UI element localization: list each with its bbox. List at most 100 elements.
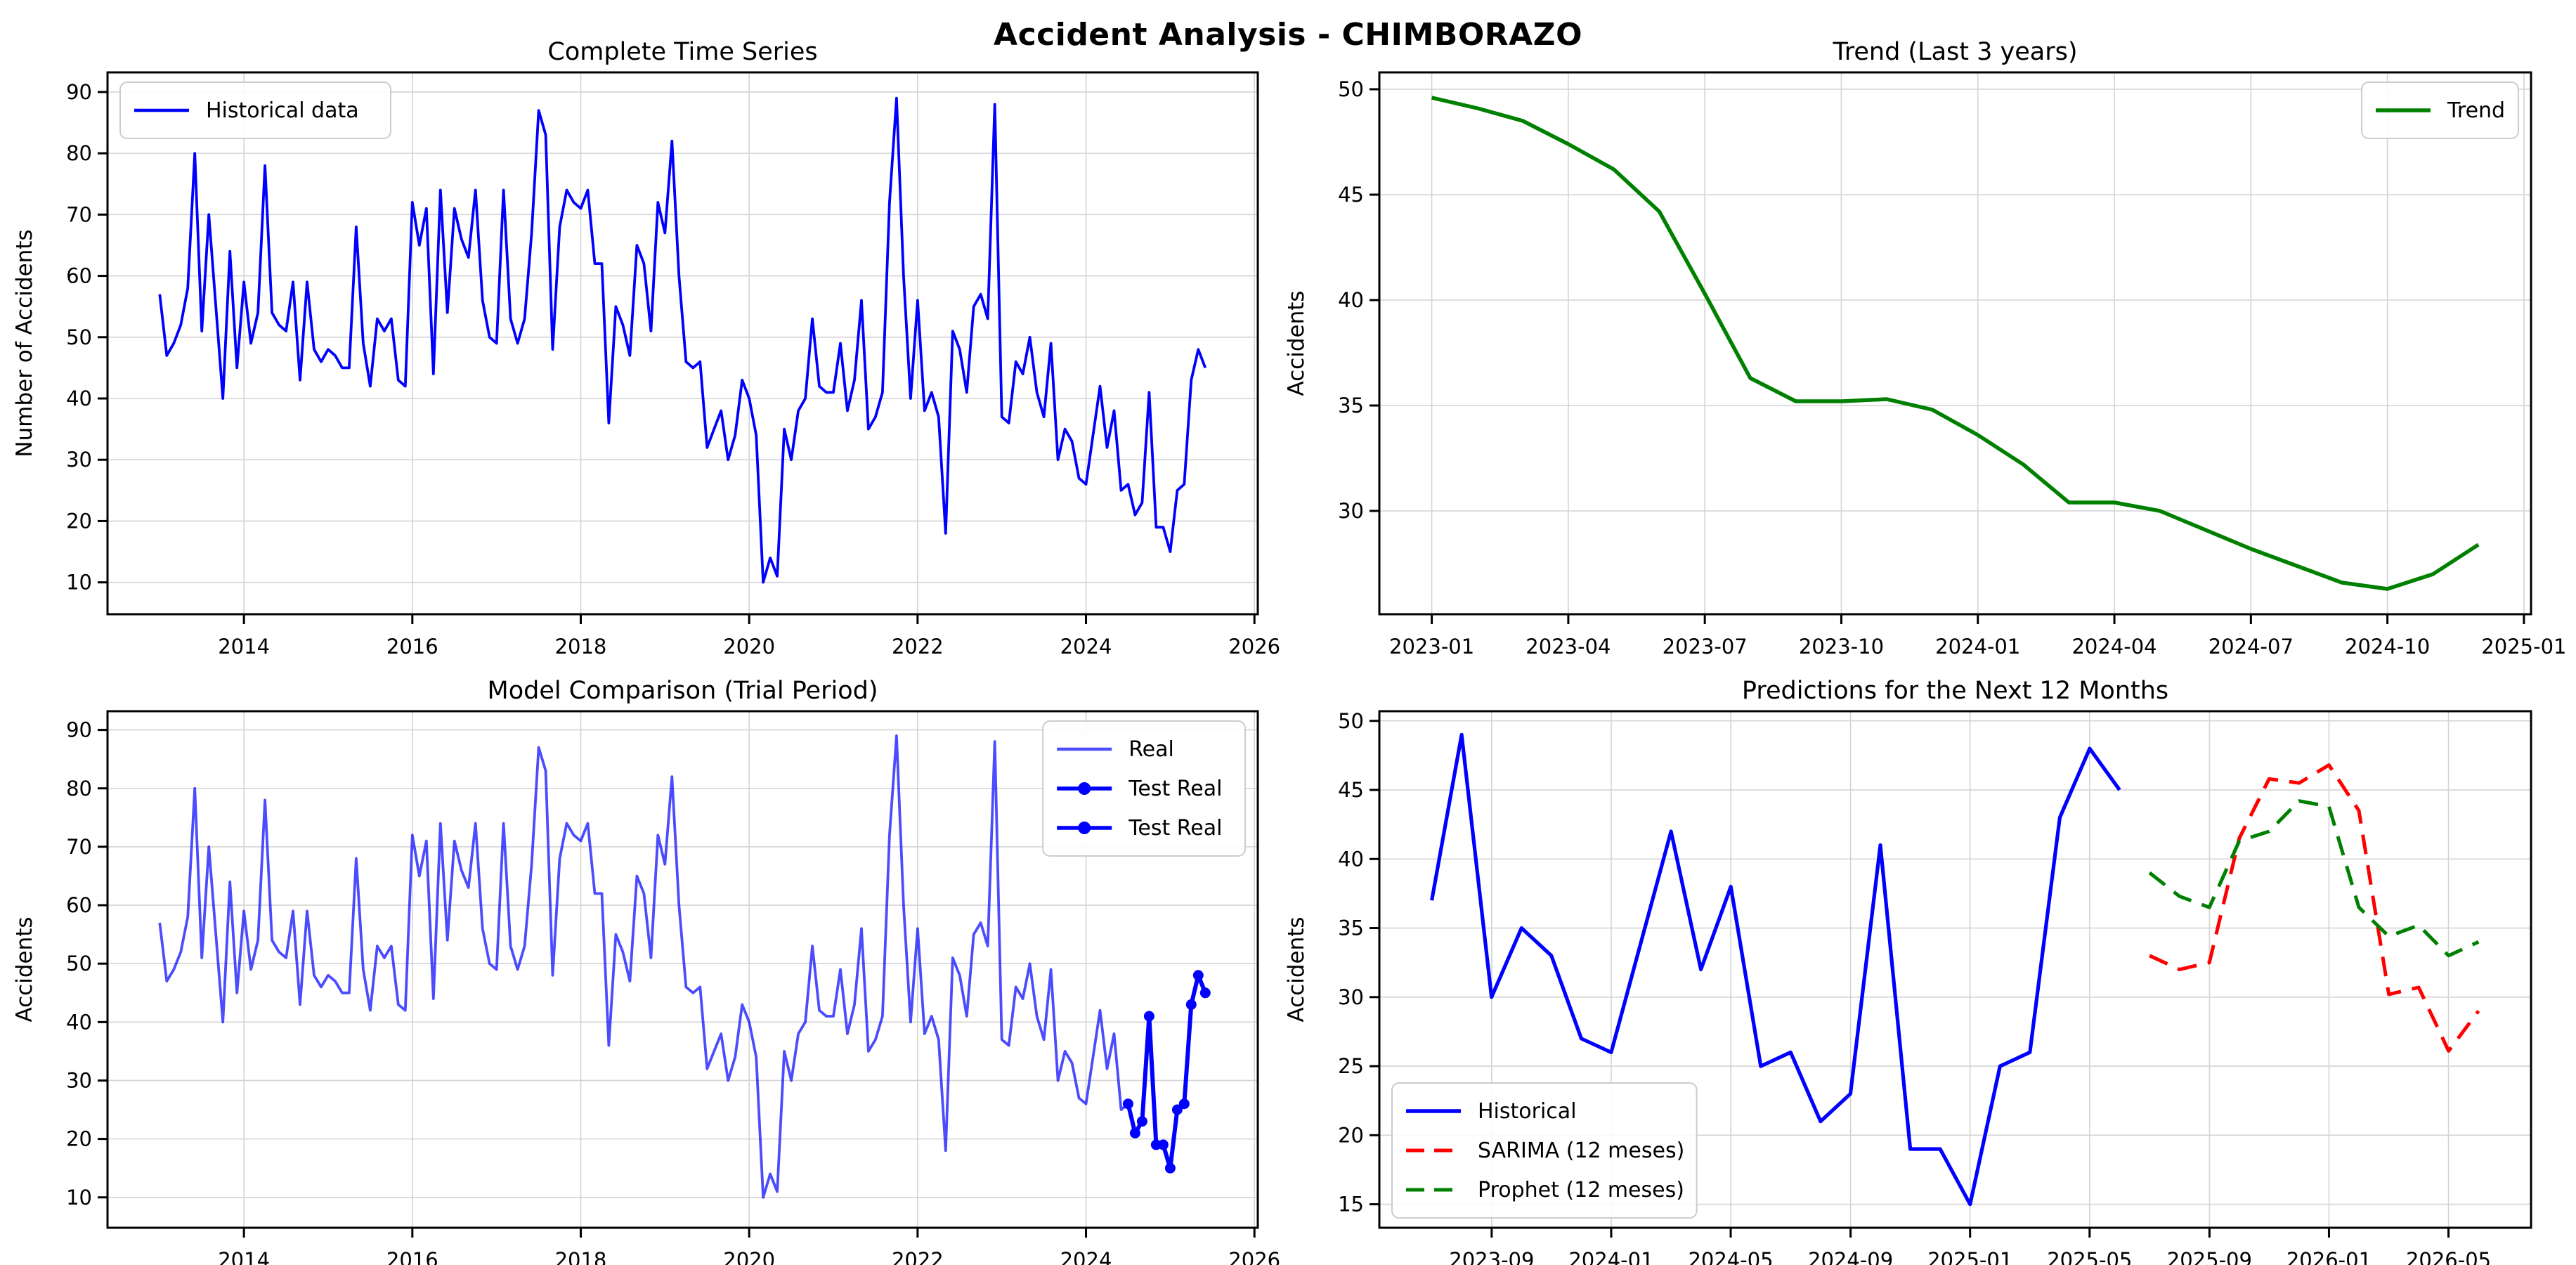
y-tick-label: 10	[66, 1186, 92, 1209]
legend-swatch-marker	[1078, 822, 1091, 834]
x-tick-label: 2026-05	[2406, 1248, 2491, 1265]
legend-box	[2361, 82, 2519, 139]
legend-label: Test Real	[1128, 777, 1222, 801]
x-tick-label: 2026	[1228, 635, 1280, 659]
y-tick-label: 40	[66, 1010, 92, 1034]
legend-label: Historical data	[206, 98, 359, 123]
y-tick-label: 30	[1338, 985, 1364, 1009]
data-point-marker	[1157, 1139, 1169, 1150]
x-tick-label: 2023-07	[1663, 635, 1748, 659]
y-tick-label: 50	[1338, 77, 1364, 101]
y-tick-label: 70	[66, 835, 92, 859]
x-tick-label: 2025-01	[2481, 635, 2566, 659]
x-tick-label: 2020	[723, 1248, 775, 1265]
chart-title: Predictions for the Next 12 Months	[1742, 677, 2168, 705]
y-tick-label: 30	[66, 448, 92, 472]
y-tick-label: 40	[1338, 847, 1364, 871]
x-tick-label: 2020	[723, 635, 775, 659]
legend-box	[1042, 720, 1246, 857]
series-line-real	[158, 734, 1207, 1199]
x-tick-label: 2014	[218, 635, 270, 659]
y-tick-label: 20	[1338, 1123, 1364, 1147]
legend-label: Trend	[2447, 98, 2505, 123]
y-tick-label: 20	[66, 509, 92, 533]
y-axis-label: Accidents	[1284, 916, 1309, 1022]
legend-label: Prophet (12 meses)	[1478, 1178, 1684, 1202]
x-tick-label: 2026	[1228, 1248, 1280, 1265]
y-tick-label: 30	[66, 1068, 92, 1092]
chart-complete-time-series: 2014 2016 2018 2020 2022 2024 2026 10 20 30 40 50 60…	[12, 38, 1280, 659]
y-tick-label: 20	[66, 1127, 92, 1151]
data-point-marker	[1192, 970, 1204, 981]
x-tick-label: 2023-09	[1449, 1248, 1534, 1265]
y-tick-label: 80	[66, 777, 92, 800]
legend-label: Test Real	[1128, 816, 1222, 841]
x-tick-label: 2024	[1060, 1248, 1112, 1265]
series-line-sarima-12-meses	[2149, 763, 2480, 1053]
y-tick-label: 10	[66, 571, 92, 595]
x-tick-label: 2023-04	[1526, 635, 1611, 659]
y-tick-label: 60	[66, 264, 92, 288]
y-tick-label: 50	[66, 952, 92, 975]
x-tick-label: 2024-05	[1688, 1248, 1773, 1265]
y-tick-label: 80	[66, 141, 92, 165]
axes-frame	[106, 710, 1259, 1229]
axes-frame	[1378, 710, 2532, 1229]
chart-title: Trend (Last 3 years)	[1833, 38, 2078, 66]
y-axis-label: Accidents	[12, 916, 37, 1022]
legend-label: SARIMA (12 meses)	[1478, 1138, 1684, 1163]
x-tick-label: 2024-09	[1808, 1248, 1893, 1265]
x-tick-label: 2025-09	[2167, 1248, 2252, 1265]
y-tick-label: 35	[1338, 394, 1364, 417]
y-tick-label: 15	[1338, 1193, 1364, 1217]
x-tick-label: 2025-05	[2047, 1248, 2132, 1265]
chart-predictions-next-12-months: 2023-09 2024-01 2024-05 2024-09 2025-01 2025-…	[1284, 677, 2532, 1265]
y-tick-label: 30	[1338, 499, 1364, 523]
figure-title: Accident Analysis - CHIMBORAZO	[994, 17, 1582, 53]
y-tick-label: 90	[66, 718, 92, 742]
x-tick-label: 2024-04	[2071, 635, 2157, 659]
y-tick-label: 40	[66, 387, 92, 410]
data-point-marker	[1171, 1104, 1183, 1115]
x-tick-label: 2024-10	[2345, 635, 2430, 659]
y-tick-label: 70	[66, 202, 92, 226]
legend: Historical data	[119, 82, 391, 139]
series-line-historical	[1430, 732, 2121, 1207]
x-tick-label: 2023-10	[1799, 635, 1884, 659]
x-tick-label: 2023-01	[1389, 635, 1474, 659]
x-tick-label: 2025-01	[1927, 1248, 2012, 1265]
legend: Trend	[2361, 82, 2519, 139]
data-point-marker	[1136, 1116, 1147, 1127]
series-line-prophet-12-meses	[2148, 799, 2480, 958]
y-axis-label: Number of Accidents	[12, 229, 37, 457]
legend-box	[119, 82, 391, 139]
chart-trend-last-3-years: 2023-01 2023-04 2023-07 2023-10 2024-01 2024-…	[1284, 38, 2566, 659]
data-point-marker	[1199, 987, 1211, 999]
y-tick-label: 50	[66, 325, 92, 349]
x-tick-label: 2014	[218, 1248, 270, 1265]
x-tick-label: 2018	[555, 635, 607, 659]
y-tick-label: 90	[66, 80, 92, 104]
x-tick-label: 2024-01	[1935, 635, 2020, 659]
chart-title: Complete Time Series	[547, 38, 817, 66]
legend: Historical SARIMA (12 meses) Prophet (12 m…	[1391, 1082, 1698, 1219]
x-tick-label: 2024	[1060, 635, 1112, 659]
series-line-historical-data	[158, 96, 1207, 584]
axes-frame	[1378, 71, 2532, 616]
legend-swatch-marker	[1078, 782, 1091, 795]
y-tick-label: 45	[1338, 183, 1364, 207]
x-tick-label: 2026-01	[2286, 1248, 2372, 1265]
x-tick-label: 2022	[892, 635, 944, 659]
y-axis-label: Accidents	[1284, 290, 1309, 396]
y-tick-label: 45	[1338, 778, 1364, 802]
data-point-marker	[1178, 1098, 1190, 1110]
data-point-marker	[1164, 1162, 1176, 1174]
y-tick-label: 35	[1338, 916, 1364, 940]
data-point-marker	[1122, 1098, 1133, 1110]
y-tick-label: 40	[1338, 288, 1364, 312]
legend-box	[1391, 1082, 1698, 1219]
axes-frame	[106, 71, 1259, 616]
y-tick-label: 25	[1338, 1054, 1364, 1078]
